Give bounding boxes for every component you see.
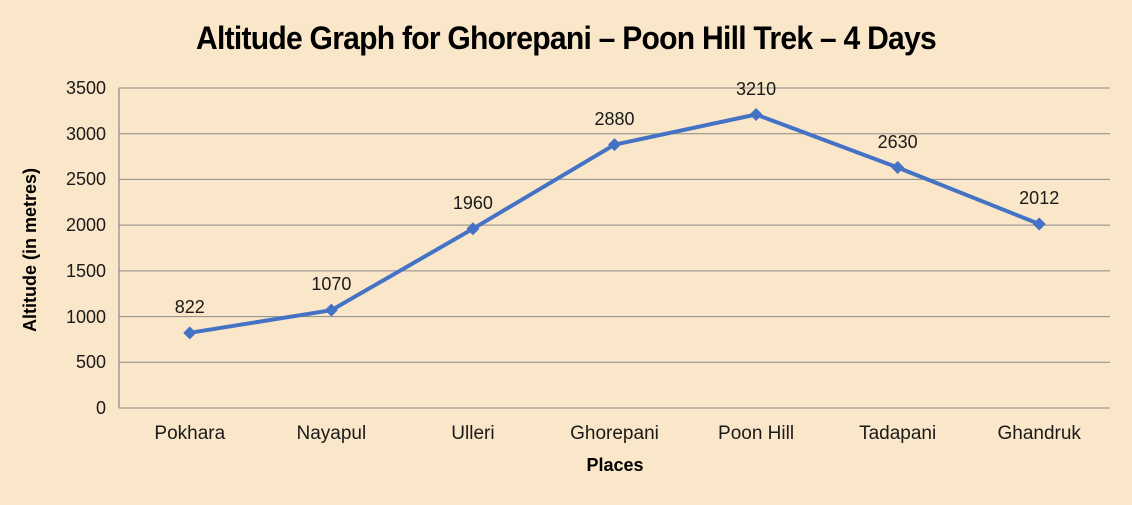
data-point-label: 1070 xyxy=(311,274,352,295)
x-category-label: Pokhara xyxy=(154,423,226,444)
data-point-label: 1960 xyxy=(452,192,493,213)
y-tick-label: 0 xyxy=(95,398,106,418)
data-point-marker xyxy=(608,138,621,152)
data-point-label: 2630 xyxy=(877,131,918,152)
data-point-marker xyxy=(466,222,480,236)
chart-title: Altitude Graph for Ghorepani – Poon Hill… xyxy=(196,20,937,56)
x-axis-title: Places xyxy=(586,455,644,475)
x-category-label: Nayapul xyxy=(296,423,367,444)
y-tick-label: 3000 xyxy=(65,123,106,144)
y-tick-label: 2000 xyxy=(65,215,106,236)
y-tick-label: 500 xyxy=(75,352,106,373)
data-point-marker xyxy=(183,326,197,340)
data-point-marker xyxy=(324,303,338,317)
y-tick-label: 1000 xyxy=(65,306,106,327)
data-point-marker xyxy=(891,161,905,175)
x-category-label: Ulleri xyxy=(451,423,495,444)
x-category-label: Ghandruk xyxy=(997,423,1081,444)
data-point-label: 2012 xyxy=(1019,188,1060,209)
data-point-label: 3210 xyxy=(736,78,777,99)
x-category-label: Tadapani xyxy=(859,423,937,444)
data-point-label: 822 xyxy=(174,296,205,317)
y-tick-label: 1500 xyxy=(65,260,106,281)
data-point-marker xyxy=(1032,217,1046,231)
x-category-label: Poon Hill xyxy=(718,423,795,444)
x-category-label: Ghorepani xyxy=(570,423,659,444)
y-tick-label: 3500 xyxy=(65,78,106,98)
data-point-marker xyxy=(749,108,763,122)
data-point-label: 2880 xyxy=(594,108,635,129)
y-tick-label: 2500 xyxy=(65,169,106,190)
